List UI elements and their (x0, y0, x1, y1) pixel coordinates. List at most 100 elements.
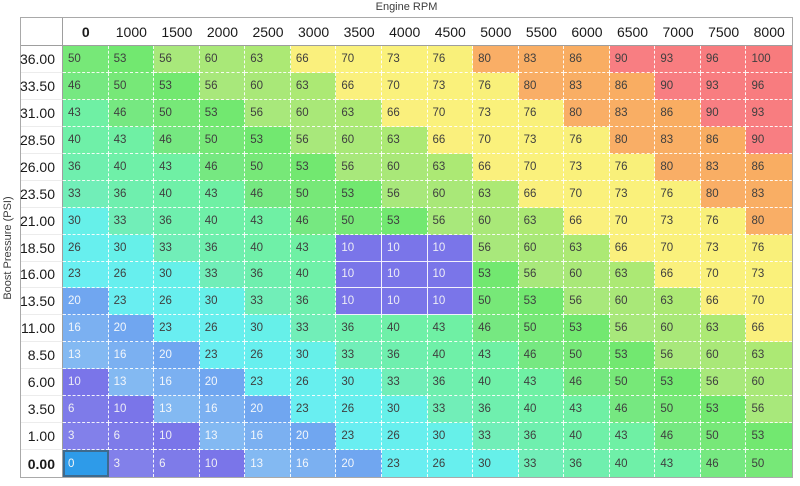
grid-cell[interactable]: 6 (108, 423, 155, 451)
grid-cell[interactable]: 40 (381, 315, 428, 343)
grid-cell[interactable]: 30 (63, 207, 109, 235)
grid-cell[interactable]: 23 (199, 342, 246, 370)
grid-cell[interactable]: 43 (290, 234, 337, 262)
grid-cell[interactable]: 60 (245, 72, 291, 100)
grid-cell[interactable]: 53 (746, 423, 792, 451)
grid-cell[interactable]: 50 (336, 207, 382, 235)
grid-cell[interactable]: 73 (518, 126, 565, 154)
col-header-2000[interactable]: 2000 (199, 18, 246, 46)
grid-cell[interactable]: 60 (655, 315, 701, 343)
col-header-0[interactable]: 0 (63, 18, 109, 46)
grid-cell[interactable]: 80 (564, 99, 610, 127)
grid-cell[interactable]: 63 (381, 126, 428, 154)
grid-cell[interactable]: 96 (746, 72, 792, 100)
grid-cell[interactable]: 56 (609, 315, 656, 343)
grid-cell[interactable]: 36 (473, 396, 519, 424)
grid-cell[interactable]: 63 (473, 180, 519, 208)
grid-cell[interactable]: 60 (381, 153, 428, 181)
grid-cell[interactable]: 56 (245, 99, 291, 127)
grid-cell[interactable]: 50 (473, 288, 519, 316)
grid-cell[interactable]: 40 (518, 396, 565, 424)
grid-cell[interactable]: 46 (473, 315, 519, 343)
grid-cell[interactable]: 70 (518, 153, 565, 181)
grid-cell[interactable]: 63 (336, 99, 382, 127)
grid-cell[interactable]: 46 (154, 126, 200, 154)
grid-cell[interactable]: 73 (655, 207, 701, 235)
grid-cell[interactable]: 63 (427, 153, 474, 181)
grid-cell[interactable]: 66 (655, 261, 701, 289)
grid-cell[interactable]: 40 (108, 153, 155, 181)
grid-cell[interactable]: 76 (746, 234, 792, 262)
grid-cell[interactable]: 86 (655, 99, 701, 127)
grid-cell[interactable]: 76 (427, 46, 474, 73)
grid-cell[interactable]: 73 (609, 180, 656, 208)
grid-cell[interactable]: 30 (427, 423, 474, 451)
grid-cell[interactable]: 43 (473, 342, 519, 370)
grid-cell[interactable]: 73 (746, 261, 792, 289)
grid-cell[interactable]: 70 (746, 288, 792, 316)
grid-cell[interactable]: 30 (381, 396, 428, 424)
grid-cell[interactable]: 50 (700, 423, 747, 451)
grid-cell[interactable]: 63 (518, 207, 565, 235)
grid-cell[interactable]: 26 (381, 423, 428, 451)
grid-cell[interactable]: 56 (154, 46, 200, 73)
row-header-1.00[interactable]: 1.00 (21, 423, 63, 451)
grid-cell[interactable]: 10 (336, 288, 382, 316)
grid-cell[interactable]: 50 (655, 396, 701, 424)
grid-cell[interactable]: 60 (290, 99, 337, 127)
row-header-18.50[interactable]: 18.50 (20, 234, 63, 262)
grid-cell[interactable]: 53 (290, 153, 337, 181)
grid-cell[interactable]: 40 (199, 207, 246, 235)
grid-cell[interactable]: 16 (154, 369, 200, 397)
grid-cell[interactable]: 53 (336, 180, 382, 208)
grid-cell[interactable]: 43 (108, 126, 155, 154)
grid-cell[interactable]: 76 (609, 153, 656, 181)
grid-cell[interactable]: 46 (199, 153, 246, 181)
grid-cell[interactable]: 80 (609, 126, 656, 154)
col-header-5500[interactable]: 5500 (518, 18, 565, 46)
grid-cell[interactable]: 30 (108, 234, 155, 262)
grid-cell[interactable]: 33 (290, 315, 337, 343)
grid-cell[interactable]: 6 (63, 396, 109, 424)
grid-cell[interactable]: 63 (700, 315, 747, 343)
grid-cell[interactable]: 16 (108, 342, 155, 370)
grid-cell[interactable]: 3 (108, 450, 155, 477)
grid-cell[interactable]: 33 (154, 234, 200, 262)
grid-cell[interactable]: 56 (290, 126, 337, 154)
grid-cell[interactable]: 53 (609, 342, 656, 370)
grid-cell[interactable]: 43 (154, 153, 200, 181)
grid-cell[interactable]: 83 (655, 126, 701, 154)
grid-cell[interactable]: 70 (700, 261, 747, 289)
grid-cell[interactable]: 66 (336, 72, 382, 100)
grid-cell[interactable]: 56 (336, 153, 382, 181)
grid-cell[interactable]: 13 (63, 342, 109, 370)
grid-cell[interactable]: 56 (655, 342, 701, 370)
grid-cell[interactable]: 46 (655, 423, 701, 451)
grid-cell[interactable]: 66 (427, 126, 474, 154)
grid-cell[interactable]: 50 (245, 153, 291, 181)
grid-cell[interactable]: 23 (245, 369, 291, 397)
grid-cell[interactable]: 33 (381, 369, 428, 397)
grid-cell[interactable]: 40 (609, 450, 656, 477)
grid-cell[interactable]: 50 (518, 315, 565, 343)
grid-cell[interactable]: 63 (564, 234, 610, 262)
grid-cell[interactable]: 80 (700, 180, 747, 208)
grid-cell[interactable]: 66 (473, 153, 519, 181)
grid-cell[interactable]: 53 (245, 126, 291, 154)
grid-cell[interactable]: 50 (154, 99, 200, 127)
grid-cell[interactable]: 60 (518, 234, 565, 262)
grid-cell[interactable]: 86 (700, 126, 747, 154)
row-header-8.50[interactable]: 8.50 (21, 342, 63, 370)
grid-cell[interactable]: 30 (154, 261, 200, 289)
grid-cell[interactable]: 26 (336, 396, 382, 424)
grid-cell[interactable]: 90 (609, 46, 656, 73)
grid-cell[interactable]: 60 (700, 342, 747, 370)
row-header-0.00[interactable]: 0.00 (21, 450, 63, 477)
grid-cell[interactable]: 66 (700, 288, 747, 316)
grid-cell[interactable]: 83 (564, 72, 610, 100)
grid-cell[interactable]: 33 (108, 207, 155, 235)
grid-cell[interactable]: 56 (518, 261, 565, 289)
grid-cell[interactable]: 36 (381, 342, 428, 370)
col-header-3000[interactable]: 3000 (290, 18, 337, 46)
grid-cell[interactable]: 10 (381, 261, 428, 289)
